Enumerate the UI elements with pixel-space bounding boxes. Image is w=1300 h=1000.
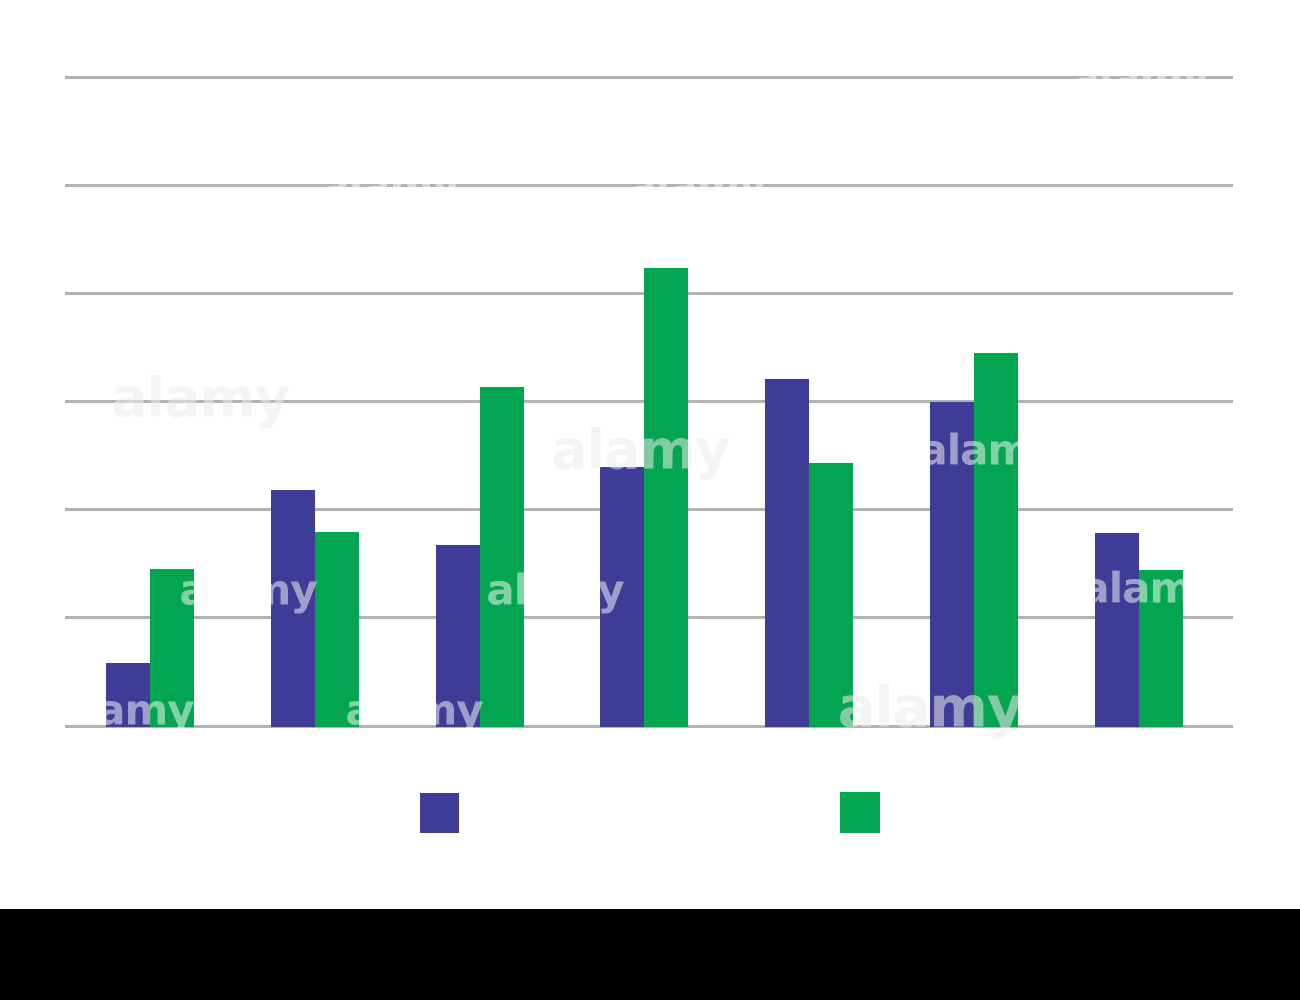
bar-group5-blue bbox=[765, 378, 810, 727]
legend-swatch-green bbox=[840, 792, 880, 833]
bar-group3-green bbox=[479, 387, 524, 727]
alamy-watermark: alamy bbox=[56, 685, 194, 735]
bar-group4-blue bbox=[600, 467, 645, 727]
bar-group7-blue bbox=[1094, 533, 1139, 727]
alamy-watermark: alamy bbox=[1071, 53, 1209, 103]
bar-group7-green bbox=[1138, 570, 1183, 727]
alamy-watermark: alamy bbox=[111, 366, 290, 430]
alamy-watermark: alamy bbox=[345, 685, 483, 735]
legend-swatch-blue bbox=[420, 793, 459, 833]
gridline bbox=[65, 183, 1233, 187]
bar-group1-blue bbox=[106, 663, 150, 727]
alamy-watermark: alamy bbox=[179, 565, 317, 615]
bar-group2-blue bbox=[270, 490, 315, 727]
alamy-watermark: alamy bbox=[837, 675, 1024, 741]
bar-group6-blue bbox=[930, 401, 975, 727]
gridline bbox=[65, 75, 1233, 79]
bar-group1-green bbox=[150, 569, 194, 727]
alamy-watermark: alamy bbox=[628, 161, 766, 211]
bar-group6-green bbox=[974, 352, 1019, 727]
alamy-watermark: alamy bbox=[486, 565, 624, 615]
alamy-watermark: alamy bbox=[321, 161, 459, 211]
alamy-watermark: alamy bbox=[919, 425, 1057, 475]
alamy-watermark: alamy bbox=[1081, 563, 1219, 613]
alamy-watermark: alamy bbox=[551, 418, 730, 482]
bar-group5-green bbox=[809, 463, 854, 727]
alamy-footer-bar: alamy Image ID: 2AK2HH8 www.alamy.com bbox=[0, 909, 1300, 1000]
bar-group3-blue bbox=[435, 545, 480, 727]
bar-group2-green bbox=[314, 532, 359, 727]
bar-group4-green bbox=[644, 268, 689, 727]
